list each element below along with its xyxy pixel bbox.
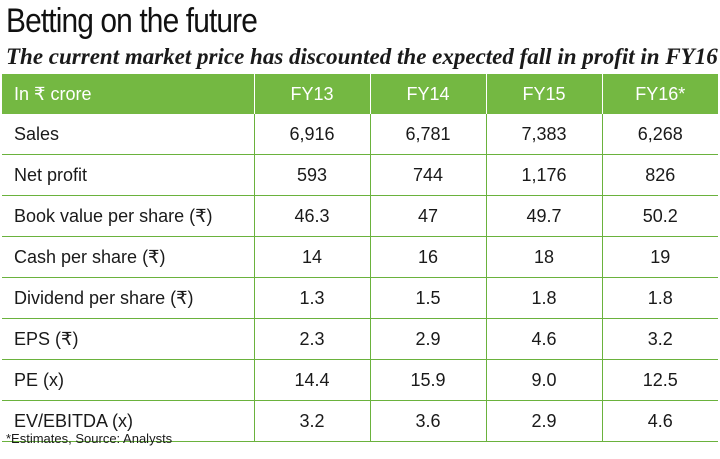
header-unit: In ₹ crore <box>2 74 254 114</box>
header-fy14: FY14 <box>369 74 486 114</box>
table-cell: 744 <box>369 154 486 196</box>
row-label: EV/EBITDA (x) <box>2 400 254 442</box>
table-cell: 12.5 <box>601 359 718 401</box>
row-label: EPS (₹) <box>2 318 254 360</box>
header-fy15: FY15 <box>485 74 602 114</box>
table-cell: 2.3 <box>253 318 370 360</box>
table-cell: 1.8 <box>485 277 602 319</box>
header-fy16: FY16* <box>601 74 718 114</box>
subtitle: The current market price has discounted … <box>6 44 718 69</box>
table-cell: 14.4 <box>253 359 370 401</box>
table-cell: 593 <box>253 154 370 196</box>
table-cell: 1.5 <box>369 277 486 319</box>
table-cell: 50.2 <box>601 195 718 237</box>
table-row: Net profit 593 744 1,176 826 <box>2 154 718 196</box>
row-label: Cash per share (₹) <box>2 236 254 278</box>
table-cell: 19 <box>601 236 718 278</box>
row-label: Net profit <box>2 154 254 196</box>
row-label: PE (x) <box>2 359 254 401</box>
financials-table: In ₹ crore FY13 FY14 FY15 FY16* Sales 6,… <box>2 74 718 442</box>
table-row: Sales 6,916 6,781 7,383 6,268 <box>2 114 718 155</box>
table-cell: 1.8 <box>601 277 718 319</box>
table-cell: 4.6 <box>485 318 602 360</box>
table-cell: 46.3 <box>253 195 370 237</box>
table-cell: 2.9 <box>485 400 602 442</box>
table-cell: 826 <box>601 154 718 196</box>
row-label: Book value per share (₹) <box>2 195 254 237</box>
header-fy13: FY13 <box>253 74 370 114</box>
table-cell: 9.0 <box>485 359 602 401</box>
row-label: Sales <box>2 114 254 155</box>
table-cell: 3.2 <box>601 318 718 360</box>
table-cell: 14 <box>253 236 370 278</box>
table-cell: 2.9 <box>369 318 486 360</box>
table-cell: 6,916 <box>253 114 370 155</box>
row-label: Dividend per share (₹) <box>2 277 254 319</box>
table-cell: 1.3 <box>253 277 370 319</box>
table-header-row: In ₹ crore FY13 FY14 FY15 FY16* <box>2 74 718 114</box>
table-cell: 49.7 <box>485 195 602 237</box>
table-row: Dividend per share (₹) 1.3 1.5 1.8 1.8 <box>2 277 718 319</box>
table-cell: 3.6 <box>369 400 486 442</box>
table-cell: 47 <box>369 195 486 237</box>
table-row: EPS (₹) 2.3 2.9 4.6 3.2 <box>2 318 718 360</box>
table-row: EV/EBITDA (x) 3.2 3.6 2.9 4.6 <box>2 400 718 442</box>
table-cell: 3.2 <box>253 400 370 442</box>
table-row: PE (x) 14.4 15.9 9.0 12.5 <box>2 359 718 401</box>
table-cell: 6,781 <box>369 114 486 155</box>
table-row: Book value per share (₹) 46.3 47 49.7 50… <box>2 195 718 237</box>
footnote: *Estimates, Source: Analysts <box>6 431 173 446</box>
table-cell: 6,268 <box>601 114 718 155</box>
table-cell: 7,383 <box>485 114 602 155</box>
page-title: Betting on the future <box>6 2 258 40</box>
table-cell: 18 <box>485 236 602 278</box>
table-row: Cash per share (₹) 14 16 18 19 <box>2 236 718 278</box>
table-cell: 4.6 <box>601 400 718 442</box>
table-cell: 15.9 <box>369 359 486 401</box>
table-cell: 16 <box>369 236 486 278</box>
table-cell: 1,176 <box>485 154 602 196</box>
